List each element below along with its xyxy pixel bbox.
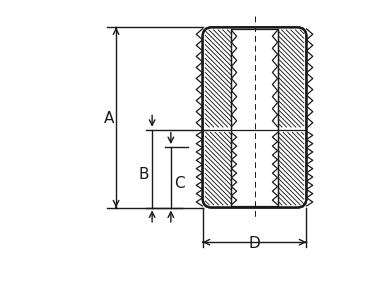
Text: D: D bbox=[249, 236, 260, 251]
Text: A: A bbox=[104, 111, 114, 126]
Bar bbox=[231, 29, 278, 206]
FancyBboxPatch shape bbox=[203, 27, 306, 208]
Text: B: B bbox=[138, 167, 149, 182]
Text: C: C bbox=[174, 176, 185, 191]
